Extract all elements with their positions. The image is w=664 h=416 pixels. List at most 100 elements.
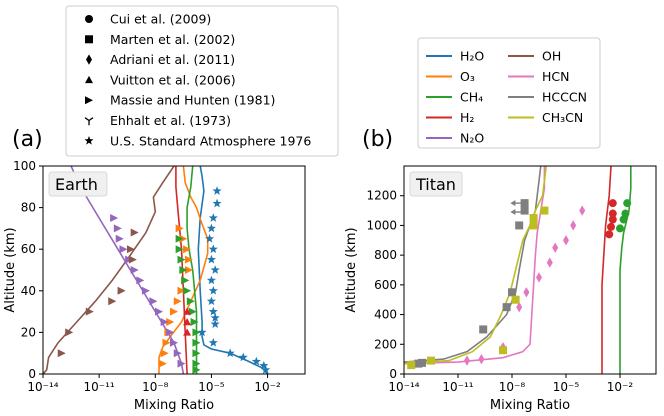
legend-marker-tri_down: [84, 117, 94, 126]
data-point-o3: [177, 286, 186, 295]
species-legend-item: HCN: [508, 69, 569, 84]
panel-title-box: Earth: [48, 171, 108, 197]
data-point-oh: [117, 286, 126, 295]
data-point-ch4: [177, 255, 186, 264]
y-tick-label: 800: [374, 248, 397, 262]
data-point-o3: [184, 255, 193, 264]
data-point-n2o: [113, 224, 122, 233]
data-point-hcn: [478, 353, 485, 365]
data-point-hcn: [579, 205, 586, 216]
species-legend-box: [417, 37, 601, 149]
x-tick-label: 10⁻¹⁴: [388, 380, 419, 394]
data-point-oh: [65, 328, 74, 337]
data-point-ch4: [192, 349, 201, 358]
data-point-oh: [128, 255, 137, 264]
species-legend-label: H₂O: [460, 49, 484, 64]
reference-legend-item: Adriani et al. (2011): [86, 52, 235, 67]
data-point-h2o: [212, 198, 222, 208]
y-tick-label: 20: [21, 325, 36, 339]
data-point-n2o: [170, 338, 178, 347]
reference-legend-label: U.S. Standard Atmosphere 1976: [110, 133, 311, 148]
x-tick-label: 10⁻¹⁴: [27, 380, 58, 394]
data-point-oh: [126, 245, 135, 254]
data-point-o3: [162, 338, 171, 347]
data-point-ch4: [190, 318, 199, 326]
data-point-oh: [130, 228, 139, 237]
y-tick-label: 1000: [366, 218, 397, 232]
legend-marker-diamond: [86, 54, 92, 65]
reference-legend-item: Cui et al. (2009): [85, 12, 211, 27]
reference-legend: Cui et al. (2009) Marten et al. (2002) Adr…: [65, 5, 339, 157]
reference-legend-item: Ehhalt et al. (1973): [84, 113, 231, 128]
reference-legend-label: Vuitton et al. (2006): [110, 72, 236, 87]
data-point-ch3cn: [407, 361, 416, 370]
reference-legend-item: Massie and Hunten (1981): [85, 93, 275, 108]
reference-legend-item: Marten et al. (2002): [85, 32, 235, 47]
data-point-hcccn: [479, 325, 488, 334]
data-point-ch4: [623, 199, 632, 208]
data-point-hcn: [464, 355, 470, 366]
data-point-n2o: [173, 349, 182, 358]
data-point-h2: [183, 307, 192, 315]
plot-area: [43, 166, 271, 374]
data-point-h2o: [238, 352, 248, 362]
y-tick-label: 60: [21, 242, 36, 256]
x-tick-label: 10⁻²: [254, 380, 281, 394]
data-point-n2o: [130, 266, 139, 274]
y-tick-label: 400: [374, 308, 397, 322]
data-point-h2: [608, 215, 617, 224]
data-point-h2: [608, 209, 617, 218]
data-point-hcn: [546, 257, 553, 268]
titan-panel: 10⁻¹⁴ 10⁻¹¹ 10⁻⁸ 10⁻⁵ 10⁻² 0 200 400 600 800 1000 1…: [344, 165, 657, 413]
series-line-ch4: [619, 166, 632, 374]
data-point-o3: [170, 307, 178, 316]
y-tick-label: 0: [389, 367, 397, 381]
x-tick-label: 10⁻²: [607, 380, 634, 394]
series-line-h2: [601, 166, 612, 374]
panel-title-box: Titan: [409, 171, 463, 197]
data-point-o3: [183, 245, 192, 254]
species-legend-label: OH: [542, 49, 561, 64]
y-tick-label: 80: [21, 201, 36, 215]
legend-marker-square: [85, 35, 93, 44]
data-point-hcccn: [515, 221, 524, 230]
species-legend-label: CH₃CN: [542, 110, 583, 125]
data-point-n2o: [115, 234, 124, 243]
reference-legend-label: Adriani et al. (2011): [110, 52, 235, 67]
data-point-hcn: [570, 220, 577, 231]
x-tick-label: 10⁻⁸: [499, 380, 526, 394]
data-point-ch4: [181, 276, 190, 285]
data-point-hcccn: [508, 288, 516, 297]
data-point-ch4: [619, 215, 628, 224]
species-legend-item: CH₄: [426, 90, 483, 105]
data-point-h2o: [212, 186, 222, 195]
plot-area: [404, 166, 632, 374]
data-point-ch3cn: [529, 221, 538, 230]
data-point-ch4: [186, 297, 195, 306]
data-point-ch4: [175, 245, 184, 254]
data-point-h2o: [206, 254, 216, 264]
data-point-n2o: [160, 318, 169, 326]
species-legend-item: O₃: [426, 69, 475, 84]
y-tick-label: 100: [13, 159, 36, 173]
data-point-h2o: [208, 244, 218, 254]
data-point-hcn: [536, 272, 542, 283]
x-tick-label: 10⁻¹¹: [84, 380, 115, 394]
data-point-h2o: [259, 360, 269, 370]
data-point-o3: [184, 266, 193, 274]
data-point-n2o: [149, 297, 158, 306]
data-point-hcccn: [502, 303, 511, 312]
species-legend-item: H₂: [426, 110, 474, 125]
y-tick-label: 0: [28, 367, 36, 381]
data-point-n2o: [119, 245, 128, 254]
data-point-h2o: [208, 213, 218, 222]
earth-panel: 10⁻¹⁴ 10⁻¹¹ 10⁻⁸ 10⁻⁵ 10⁻² 0 20 40 60 80 100 Mixing…: [3, 159, 306, 413]
data-point-ch4: [192, 338, 201, 347]
legend-marker-circle: [85, 15, 93, 23]
reference-legend-item: Vuitton et al. (2006): [85, 72, 236, 87]
reference-legend-box: [65, 5, 339, 157]
y-tick-label: 200: [374, 337, 397, 351]
data-point-hcccn: [418, 358, 426, 367]
data-point-h2o: [225, 348, 235, 358]
